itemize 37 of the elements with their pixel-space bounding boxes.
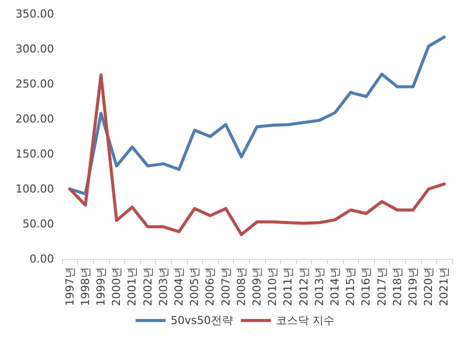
y-tick-label: 50.00 <box>22 218 54 230</box>
x-tick-label: 2008년 <box>234 267 248 306</box>
x-tick-label: 2007년 <box>219 267 232 306</box>
x-tick-label: 2011년 <box>282 267 295 306</box>
x-tick-label: 2000년 <box>110 267 124 306</box>
y-tick-label: 350.00 <box>16 8 54 20</box>
x-tick-label: 2012년 <box>297 267 310 306</box>
x-tick-label: 2015년 <box>344 267 358 306</box>
x-tick-label: 2004년 <box>172 267 186 306</box>
x-tick-label: 1999년 <box>94 267 108 306</box>
x-tick-label: 2021년 <box>438 267 451 306</box>
x-tick-label: 2009년 <box>250 267 264 306</box>
x-tick-label: 1998년 <box>78 267 92 306</box>
x-tick-label: 2020년 <box>422 267 436 306</box>
y-tick-label: 200.00 <box>16 112 54 126</box>
legend-label: 코스닥 지수 <box>276 314 334 327</box>
x-tick-label: 1997년 <box>63 267 76 306</box>
x-tick-label: 2010년 <box>266 267 280 306</box>
y-tick-label: 150.00 <box>16 148 54 160</box>
x-tick-label: 2006년 <box>204 267 217 306</box>
y-tick-label: 250.00 <box>16 78 54 90</box>
x-tick-label: 2018년 <box>390 267 404 306</box>
y-tick-label: 0.00 <box>30 252 54 266</box>
y-tick-label: 100.00 <box>16 182 54 196</box>
x-tick-label: 2019년 <box>406 267 420 306</box>
x-tick-label: 2014년 <box>328 267 342 306</box>
x-tick-label: 2003년 <box>156 267 170 306</box>
x-tick-label: 2001년 <box>126 267 139 306</box>
x-tick-label: 2017년 <box>375 267 388 306</box>
x-tick-label: 2016년 <box>360 267 373 306</box>
line-series <box>68 73 446 236</box>
x-tick-label: 2002년 <box>141 267 154 306</box>
y-tick-label: 300.00 <box>16 42 54 56</box>
line-series <box>68 36 446 196</box>
legend-label: 50vs50전략 <box>170 314 233 327</box>
x-tick-label: 2013년 <box>312 267 326 306</box>
x-tick-label: 2005년 <box>188 267 202 306</box>
